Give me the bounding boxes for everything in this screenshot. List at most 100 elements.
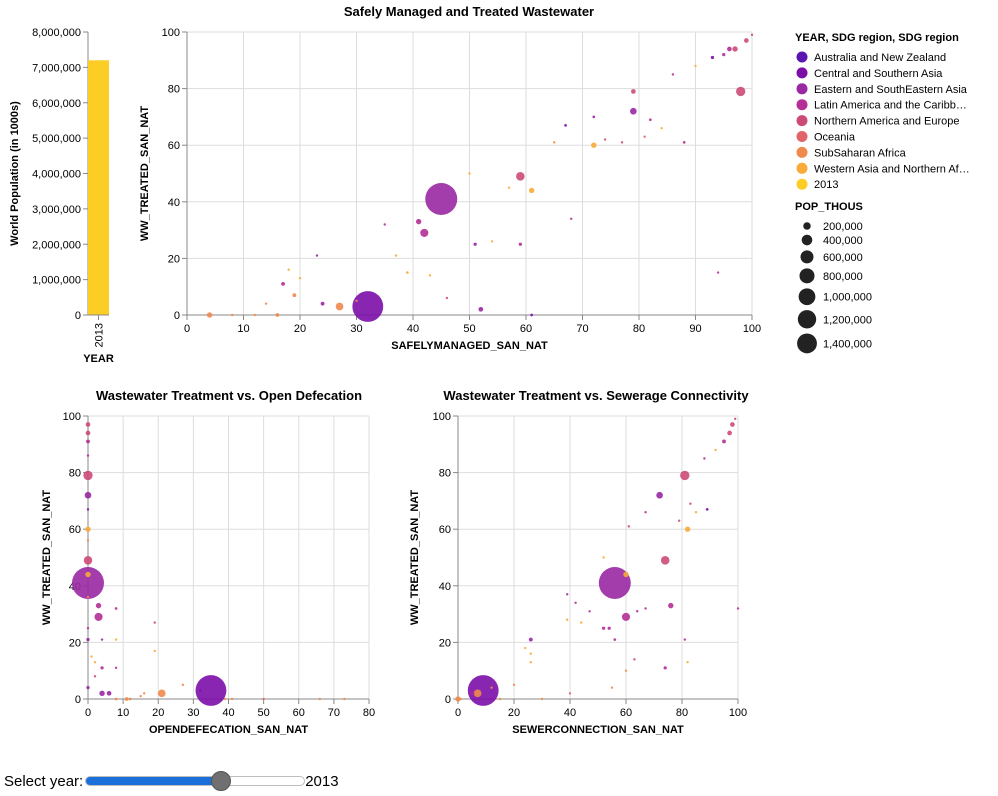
scatter-point [627, 525, 630, 528]
scatter-point [264, 302, 268, 305]
scatter-point [598, 566, 631, 599]
scatter-point [85, 571, 91, 578]
scatter-point [275, 313, 280, 317]
scatter-point [682, 141, 686, 144]
scatter-point [469, 690, 475, 696]
scatter-point [262, 697, 265, 701]
scatter-point [710, 55, 715, 60]
scatter-point [355, 299, 358, 303]
scatter-point [93, 675, 97, 678]
x-tick-label: 20 [152, 707, 164, 719]
legend-color-label: 2013 [814, 179, 838, 191]
scatter-point [490, 686, 493, 689]
scatter-point [83, 470, 93, 481]
scatter-point [734, 417, 737, 421]
year-slider-track[interactable] [85, 771, 306, 791]
x-tick-label: 0 [85, 707, 91, 719]
x-tick-label: 0 [455, 707, 461, 719]
legend-size-swatch [797, 310, 817, 329]
x-tick-label: 50 [463, 323, 475, 335]
scatter-point [124, 697, 129, 701]
scatter-point [528, 187, 535, 194]
x-tick-label: 20 [294, 323, 306, 335]
scatter-point [335, 302, 344, 311]
scatter-point [518, 242, 523, 246]
scatter-point [394, 254, 398, 257]
legend-color-label: Central and Southern Asia [814, 68, 943, 80]
y-tick-label: 0 [445, 694, 451, 706]
scatter-point [736, 86, 746, 97]
scatter-point [592, 115, 596, 119]
x-tick-label: 80 [363, 707, 375, 719]
scatter-point [507, 186, 511, 189]
scatter-point [694, 511, 698, 514]
y-tick-label: 0 [174, 310, 180, 322]
scatter-point [588, 610, 591, 613]
scatter-point [683, 638, 687, 641]
y-tick-label: 4,000,000 [32, 169, 81, 181]
scatter-point [602, 556, 605, 559]
scatter-point [468, 172, 471, 175]
scatter-point [153, 649, 156, 653]
legend-color-label: Oceania [814, 132, 856, 144]
scatter-point [343, 697, 346, 701]
scatter-point [114, 666, 118, 670]
scatter-point [281, 281, 285, 286]
year-slider-thumb[interactable] [211, 771, 232, 791]
legend-size-swatch [799, 268, 815, 284]
scatter-point [591, 142, 597, 148]
safely-managed-scatter: 0 10 20 30 40 50 60 70 80 90 100 0 20 40 60 80 100 Safely… [139, 4, 761, 352]
scatter-point [473, 689, 482, 698]
legend-color-swatch [796, 99, 808, 111]
scatter-point [287, 268, 290, 271]
x-tick-label: 60 [620, 707, 632, 719]
y-tick-label: 2,000,000 [32, 239, 81, 251]
scatter-point [703, 457, 706, 460]
legend-size-swatch [800, 250, 814, 264]
scatter-point [498, 697, 502, 701]
scatter-point [85, 422, 91, 427]
scatter-point [727, 46, 732, 52]
legend-color-swatch [796, 67, 808, 79]
legend-size-label: 600,000 [823, 252, 863, 264]
year-slider-fill [86, 777, 222, 785]
scatter-point [428, 274, 432, 277]
scatter-point [621, 612, 631, 621]
x-tick-label: 40 [222, 707, 234, 719]
legend-size-label: 200,000 [823, 221, 863, 233]
scatter-point [524, 646, 527, 650]
scatter-point [153, 621, 156, 624]
x-tick-label: 80 [676, 707, 688, 719]
scatter-point [716, 271, 720, 274]
scatter-point [86, 508, 90, 511]
y-tick-label: 5,000,000 [32, 133, 81, 145]
legend: YEAR, SDG region, SDG region Australia an… [795, 32, 970, 354]
legend-size-label: 1,400,000 [823, 338, 872, 350]
scatter-point [574, 601, 577, 604]
y-tick-label: 60 [69, 524, 81, 536]
scatter-point [405, 271, 409, 274]
legend-color-title: YEAR, SDG region, SDG region [795, 32, 959, 44]
scatter-point [656, 491, 663, 499]
y-tick-label: 20 [69, 637, 81, 649]
scatter-point [730, 422, 735, 427]
y-tick-label: 100 [162, 27, 180, 39]
legend-color-label: Eastern and SouthEastern Asia [814, 84, 968, 96]
scatter-point [181, 683, 185, 687]
scatter-point [540, 697, 544, 701]
chart-title: Wastewater Treatment vs. Open Defecation [96, 388, 362, 403]
chart-title: Wastewater Treatment vs. Sewerage Connec… [443, 388, 749, 403]
scatter-point [445, 296, 449, 300]
scatter-point [195, 675, 227, 706]
scatter-point [86, 595, 90, 599]
legend-color-swatch [796, 146, 808, 158]
scatter-point [100, 666, 104, 670]
legend-size-swatch [801, 234, 813, 246]
scatter-point [529, 661, 532, 664]
scatter-point [694, 64, 697, 68]
scatter-point [114, 638, 118, 641]
y-tick-label: 7,000,000 [32, 62, 81, 74]
legend-color-swatch [796, 115, 808, 127]
legend-size-swatch [803, 222, 811, 230]
scatter-point [206, 312, 213, 318]
